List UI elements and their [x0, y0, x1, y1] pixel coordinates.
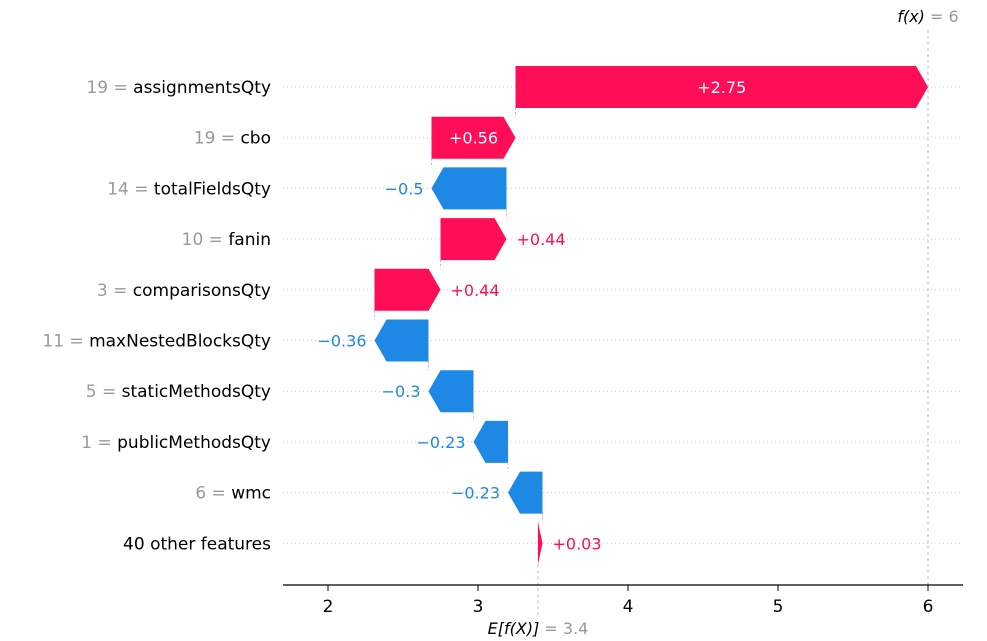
x-tick-label: 5 [773, 597, 784, 617]
feature-name: publicMethodsQty [117, 433, 271, 453]
x-tick-label: 2 [323, 597, 334, 617]
bar-negative [428, 370, 474, 413]
bar-value-label: +2.75 [697, 78, 746, 97]
feature-value: 5 = [86, 382, 122, 402]
bar-positive [515, 66, 928, 108]
feature-name: fanin [228, 230, 271, 250]
bar-positive [431, 116, 516, 159]
feature-value: 3 = [97, 281, 133, 301]
feature-label: 40 other features [123, 534, 271, 554]
bar-negative [508, 471, 543, 514]
feature-name: comparisonsQty [133, 281, 271, 301]
base-value-label: E[f(X)] = 3.4 [488, 619, 589, 638]
feature-value: 1 = [81, 433, 117, 453]
base-label: E[f(X)] = 3.4 [488, 619, 589, 638]
feature-label: 3 = comparisonsQty [97, 281, 271, 301]
feature-label: 1 = publicMethodsQty [81, 433, 271, 453]
feature-value: 6 = [195, 484, 231, 504]
bar-value-label: −0.5 [385, 179, 424, 198]
output-label-value: = 6 [930, 7, 959, 26]
bar-positive [374, 268, 441, 311]
feature-label: 19 = cbo [194, 129, 271, 149]
feature-value: 14 = [107, 179, 154, 199]
bar-value-label: +0.56 [449, 129, 498, 148]
output-label: f(x) = 6 [897, 7, 958, 26]
bar-value-label: −0.36 [317, 332, 366, 351]
feature-name: assignmentsQty [133, 78, 271, 98]
feature-label: 14 = totalFieldsQty [107, 179, 271, 199]
feature-name: cbo [240, 129, 271, 149]
feature-label: 19 = assignmentsQty [86, 78, 271, 98]
feature-name: staticMethodsQty [122, 382, 271, 402]
bar-positive [538, 522, 543, 565]
feature-value: 19 = [86, 78, 133, 98]
feature-name: 40 other features [123, 534, 271, 554]
base-label-expr: E[f(X)] [488, 619, 545, 638]
feature-name: maxNestedBlocksQty [89, 332, 271, 352]
bar-value-label: +0.44 [451, 281, 500, 300]
x-tick-label: 6 [923, 597, 934, 617]
bar-value-label: +0.44 [517, 230, 566, 249]
feature-label: 11 = maxNestedBlocksQty [42, 332, 271, 352]
feature-label: 6 = wmc [195, 484, 271, 504]
output-value-label: f(x) = 6 [897, 7, 958, 26]
x-tick-label: 3 [473, 597, 484, 617]
bar-negative [374, 319, 429, 362]
output-label-expr: f(x) [897, 7, 930, 26]
bar-value-label: −0.23 [451, 484, 500, 503]
feature-name: totalFieldsQty [154, 179, 271, 199]
bars-layer: +2.75 +0.56 −0.5 +0.44 +0.44 −0.36 −0.3 −0.23 −0… [317, 66, 928, 565]
base-label-value: = 3.4 [544, 619, 588, 638]
bar-negative [473, 420, 508, 463]
feature-value: 19 = [194, 129, 241, 149]
bar-value-label: +0.03 [553, 534, 602, 553]
feature-name: wmc [231, 484, 271, 504]
feature-value: 11 = [42, 332, 89, 352]
bar-positive [440, 218, 507, 261]
bar-value-label: −0.23 [416, 433, 465, 452]
feature-label: 5 = staticMethodsQty [86, 382, 271, 402]
feature-value: 10 = [182, 230, 229, 250]
bar-negative [431, 167, 507, 210]
x-tick-label: 4 [623, 597, 634, 617]
feature-label: 10 = fanin [182, 230, 271, 250]
bar-value-label: −0.3 [382, 382, 421, 401]
x-axis: 2 3 4 5 6 [283, 584, 963, 617]
